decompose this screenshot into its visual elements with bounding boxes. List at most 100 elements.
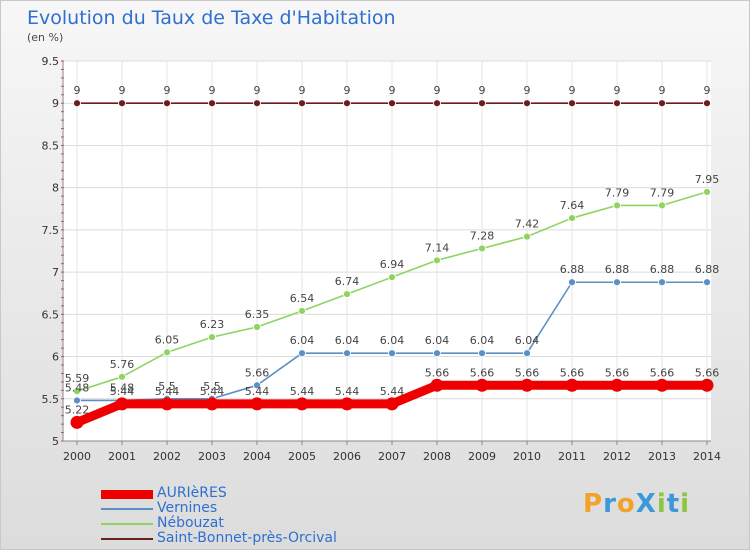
data-point: [655, 378, 669, 392]
data-label: 5.66: [425, 366, 450, 379]
data-point: [475, 378, 489, 392]
logo-letter: P: [583, 489, 604, 519]
data-label: 7.79: [605, 186, 630, 199]
data-point: [703, 99, 711, 108]
data-label: 5.44: [155, 385, 180, 398]
y-tick-label: 5.5: [42, 393, 60, 406]
data-label: 6.23: [200, 318, 225, 331]
data-label: 7.28: [470, 229, 495, 242]
legend-item: AURIèRES: [101, 485, 401, 501]
data-label: 6.88: [695, 263, 720, 276]
logo-letter: i: [680, 489, 691, 519]
x-tick-label: 2004: [243, 450, 271, 463]
data-label: 6.88: [560, 263, 585, 276]
data-label: 9: [659, 84, 666, 97]
data-label: 6.04: [335, 334, 360, 347]
data-point: [298, 99, 306, 108]
legend-swatch: [101, 489, 153, 499]
x-tick-label: 2009: [468, 450, 496, 463]
y-tick-label: 9.5: [42, 55, 60, 68]
data-label: 7.95: [695, 173, 720, 186]
x-tick-label: 2008: [423, 450, 451, 463]
data-point: [208, 333, 216, 342]
data-point: [253, 99, 261, 108]
data-point: [568, 99, 576, 108]
data-point: [703, 187, 711, 196]
data-label: 9: [479, 84, 486, 97]
data-label: 6.74: [335, 275, 360, 288]
data-label: 9: [254, 84, 261, 97]
data-point: [613, 278, 621, 287]
data-label: 9: [389, 84, 396, 97]
x-tick-label: 2012: [603, 450, 631, 463]
data-point: [388, 99, 396, 108]
legend-swatch: [101, 508, 153, 510]
data-point: [568, 278, 576, 287]
legend-label: Nébouzat: [157, 515, 224, 531]
y-tick-label: 6: [52, 351, 59, 364]
data-label: 7.79: [650, 186, 675, 199]
data-label: 5.66: [695, 366, 720, 379]
data-label: 7.42: [515, 218, 540, 231]
data-point: [385, 397, 399, 411]
data-label: 6.54: [290, 292, 315, 305]
data-point: [700, 378, 714, 392]
data-label: 5.44: [335, 385, 360, 398]
data-label: 9: [704, 84, 711, 97]
x-tick-label: 2010: [513, 450, 541, 463]
data-point: [73, 387, 81, 396]
data-point: [70, 415, 84, 429]
data-point: [73, 396, 81, 405]
data-point: [388, 273, 396, 282]
data-label: 5.76: [110, 358, 135, 371]
data-point: [658, 278, 666, 287]
legend-label: Saint-Bonnet-près-Orcival: [157, 530, 337, 546]
data-point: [433, 256, 441, 265]
data-label: 6.04: [470, 334, 495, 347]
data-point: [478, 349, 486, 358]
data-label: 5.44: [290, 385, 315, 398]
data-label: 9: [569, 84, 576, 97]
data-point: [478, 244, 486, 253]
data-label: 5.48: [65, 381, 90, 394]
logo-letter: o: [616, 489, 636, 519]
x-tick-label: 2014: [693, 450, 721, 463]
data-label: 9: [74, 84, 81, 97]
data-label: 6.05: [155, 333, 180, 346]
legend: AURIèRES Vernines Nébouzat Saint-Bonnet-prè…: [101, 485, 401, 546]
data-label: 5.66: [470, 366, 495, 379]
data-point: [568, 214, 576, 222]
logo-letter: i: [656, 489, 667, 519]
data-label: 5.44: [200, 385, 225, 398]
data-point: [613, 201, 621, 210]
x-tick-label: 2002: [153, 450, 181, 463]
y-tick-label: 5: [52, 435, 59, 448]
data-label: 5.66: [245, 366, 270, 379]
data-point: [478, 99, 486, 108]
x-tick-label: 2011: [558, 450, 586, 463]
data-point: [253, 323, 261, 331]
data-label: 7.64: [560, 199, 585, 212]
data-label: 5.66: [560, 366, 585, 379]
data-label: 9: [299, 84, 306, 97]
data-point: [430, 378, 444, 392]
data-label: 6.04: [380, 334, 405, 347]
y-tick-label: 8: [52, 182, 59, 195]
legend-item: Nébouzat: [101, 515, 401, 531]
data-label: 5.44: [245, 385, 270, 398]
legend-swatch: [101, 538, 153, 540]
data-point: [298, 307, 306, 315]
legend-label: Vernines: [157, 500, 218, 516]
legend-item: Vernines: [101, 500, 401, 516]
data-point: [253, 381, 261, 390]
legend-label: AURIèRES: [157, 485, 227, 501]
x-tick-label: 2001: [108, 450, 136, 463]
proxiti-logo: ProXiti: [583, 489, 690, 519]
data-label: 5.44: [110, 385, 135, 398]
data-label: 5.66: [650, 366, 675, 379]
data-label: 9: [524, 84, 531, 97]
data-label: 5.5: [158, 380, 176, 393]
data-point: [610, 378, 624, 392]
y-tick-label: 9: [52, 97, 59, 110]
